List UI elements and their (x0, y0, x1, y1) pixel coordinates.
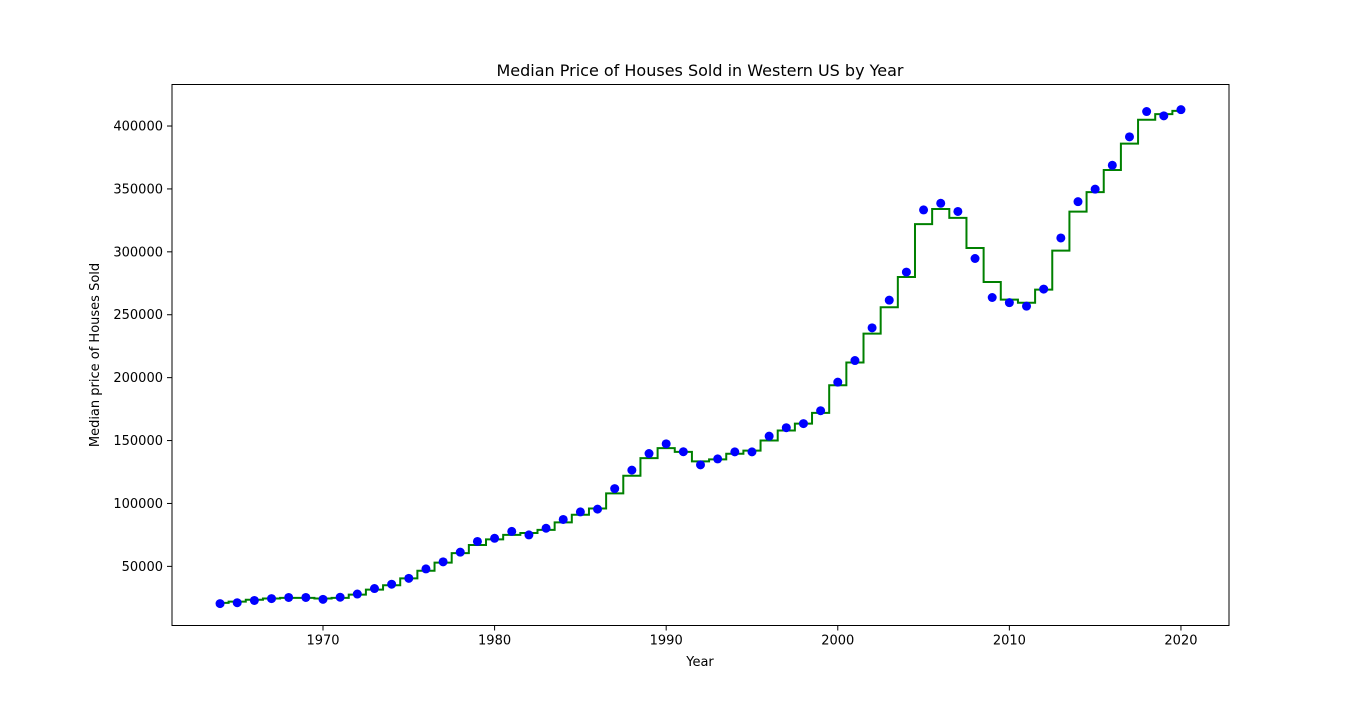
data-point (884, 295, 894, 305)
data-point (833, 377, 843, 387)
x-tick-label: 1990 (650, 634, 683, 649)
data-point (970, 254, 980, 264)
data-point (747, 447, 757, 457)
plot-area-frame (171, 84, 1230, 626)
data-point (541, 523, 551, 533)
data-point (1107, 160, 1117, 170)
data-point (610, 484, 620, 494)
data-point (593, 504, 603, 514)
data-point (215, 599, 225, 609)
data-point (558, 514, 568, 524)
step-line-series (220, 109, 1181, 604)
data-point (798, 419, 808, 429)
y-tick-label: 300000 (113, 245, 163, 260)
data-point (1142, 107, 1152, 117)
data-point (901, 267, 911, 277)
data-point (438, 557, 448, 567)
data-point (644, 449, 654, 459)
data-point (404, 573, 414, 583)
data-point (455, 547, 465, 557)
data-point (472, 536, 482, 546)
data-point (318, 594, 328, 604)
data-point (490, 533, 500, 543)
x-tick-label: 1970 (306, 634, 339, 649)
data-point (661, 439, 671, 449)
data-point (919, 205, 929, 215)
data-point (352, 589, 362, 599)
data-point (781, 423, 791, 433)
data-point (507, 526, 517, 536)
x-tick-label: 2020 (1164, 634, 1197, 649)
data-point (421, 564, 431, 574)
data-point (936, 198, 946, 208)
data-point (1039, 284, 1049, 294)
data-point (696, 460, 705, 470)
y-tick-label: 200000 (113, 371, 163, 386)
data-point (249, 595, 259, 605)
data-point (764, 431, 774, 441)
y-tick-label: 150000 (113, 434, 163, 449)
x-tick-label: 1980 (478, 634, 511, 649)
x-tick-label: 2010 (993, 634, 1026, 649)
axis-ticks: 1970 1980 1990 2000 2010 2020 50000 100000 15000… (113, 120, 1197, 649)
data-point (267, 594, 277, 604)
data-point (1073, 197, 1083, 207)
data-point (713, 454, 723, 464)
data-point (232, 598, 242, 608)
y-tick-label: 350000 (113, 182, 163, 197)
y-tick-label: 400000 (113, 120, 163, 135)
data-point (1056, 233, 1066, 243)
data-point (1124, 132, 1134, 142)
data-point (1159, 111, 1169, 121)
data-point (1022, 301, 1032, 311)
data-point (953, 206, 963, 216)
data-point (627, 465, 637, 475)
data-point (730, 447, 740, 457)
data-point (987, 293, 997, 303)
data-point (850, 356, 860, 366)
x-tick-label: 2000 (821, 634, 854, 649)
data-point (524, 530, 534, 540)
x-axis-label: Year (685, 655, 714, 670)
chart-title: Median Price of Houses Sold in Western U… (496, 61, 903, 80)
scatter-points (215, 105, 1186, 609)
y-axis-label: Median price of Houses Sold (88, 263, 103, 447)
data-point (301, 592, 311, 602)
data-point (1004, 298, 1014, 308)
data-point (1090, 184, 1100, 194)
data-point (867, 323, 877, 333)
data-point (369, 584, 379, 594)
data-point (335, 592, 345, 602)
data-point (284, 592, 294, 602)
data-point (816, 406, 826, 416)
data-point (387, 579, 397, 589)
data-point (1176, 105, 1186, 115)
data-point (678, 447, 688, 457)
y-tick-label: 250000 (113, 308, 163, 323)
y-tick-label: 100000 (113, 497, 163, 512)
data-point (575, 507, 585, 517)
y-tick-label: 50000 (122, 560, 163, 575)
